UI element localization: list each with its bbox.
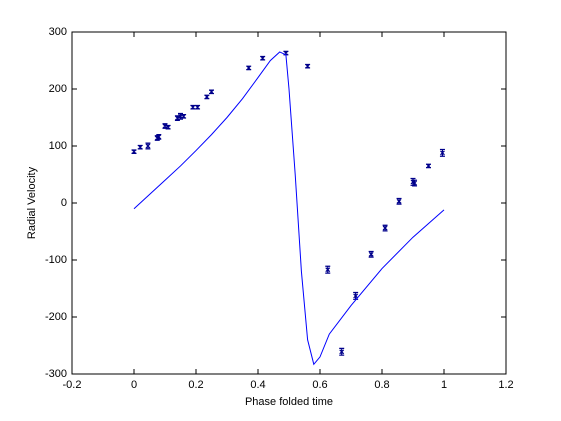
error-bar-point <box>204 94 210 100</box>
error-bar-point <box>325 265 331 274</box>
plot-area <box>71 31 507 375</box>
y-tick-label: -100 <box>45 254 67 266</box>
y-tick-label: -300 <box>45 368 67 380</box>
error-bar-point <box>195 104 201 110</box>
x-axis-label: Phase folded time <box>245 396 333 408</box>
y-tick-label: 300 <box>49 26 67 38</box>
x-tick-label: 0.6 <box>312 379 327 391</box>
error-bar-point <box>174 115 180 121</box>
x-tick-label: 0.8 <box>374 379 389 391</box>
error-bar-point <box>181 113 187 119</box>
x-tick-label: 1 <box>441 379 447 391</box>
error-bar-point <box>137 144 143 150</box>
x-tick-label: 0.2 <box>188 379 203 391</box>
model-curve <box>133 51 445 366</box>
x-tick-label: 1.2 <box>498 379 513 391</box>
x-tick-label: 0.4 <box>250 379 265 391</box>
y-tick-label: -200 <box>45 311 67 323</box>
error-bar-point <box>439 148 445 157</box>
y-axis-label: Radial Velocity <box>26 166 38 239</box>
error-bar-point <box>246 65 252 71</box>
error-bar-point <box>305 63 311 69</box>
error-bar-point <box>165 124 171 130</box>
error-bar-point <box>412 179 418 187</box>
y-tick-label: 200 <box>49 83 67 95</box>
error-bar-point <box>426 163 431 169</box>
error-bar-point <box>156 134 162 140</box>
error-bar-point <box>382 224 388 232</box>
x-tick-label: 0 <box>131 379 137 391</box>
error-bar-point <box>190 104 196 110</box>
error-bar-point <box>260 55 266 61</box>
x-tick-label: -0.2 <box>63 379 82 391</box>
error-bar-point <box>131 149 137 155</box>
error-bar-point <box>178 112 183 120</box>
error-bar-point <box>145 142 151 150</box>
y-tick-label: 0 <box>61 197 67 209</box>
error-bar-point <box>339 347 345 356</box>
error-bar-point <box>162 123 168 129</box>
error-bar-point <box>396 197 402 205</box>
y-tick-label: 100 <box>49 140 67 152</box>
error-bar-point <box>209 89 214 95</box>
error-bar-point <box>368 250 374 258</box>
